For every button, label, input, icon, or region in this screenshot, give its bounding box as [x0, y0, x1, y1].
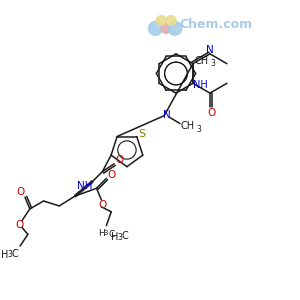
Circle shape	[161, 23, 171, 33]
Text: 3: 3	[210, 59, 215, 68]
Text: O: O	[98, 200, 106, 210]
Text: O: O	[107, 169, 116, 179]
Text: O: O	[15, 220, 23, 230]
Text: N: N	[163, 110, 171, 120]
Text: 3: 3	[8, 250, 13, 260]
Circle shape	[156, 16, 166, 26]
Text: NH: NH	[77, 181, 92, 191]
Text: NH: NH	[194, 80, 208, 90]
Circle shape	[166, 16, 176, 26]
Text: N: N	[206, 45, 214, 55]
Text: CH: CH	[195, 56, 209, 66]
Circle shape	[148, 22, 162, 35]
Text: S: S	[138, 129, 145, 139]
Text: O: O	[115, 155, 123, 165]
Text: C: C	[12, 249, 19, 259]
Text: Chem.com: Chem.com	[179, 18, 252, 31]
Text: 3: 3	[118, 233, 122, 242]
Text: H: H	[1, 250, 8, 260]
Text: H: H	[98, 229, 105, 238]
Text: O: O	[16, 187, 24, 197]
Text: O: O	[208, 108, 216, 118]
Circle shape	[168, 22, 182, 35]
Text: 3: 3	[103, 230, 108, 236]
Text: CH: CH	[181, 122, 195, 131]
Text: 3: 3	[196, 125, 201, 134]
Text: H: H	[110, 232, 118, 242]
Text: C: C	[108, 230, 114, 239]
Text: C: C	[122, 231, 128, 241]
